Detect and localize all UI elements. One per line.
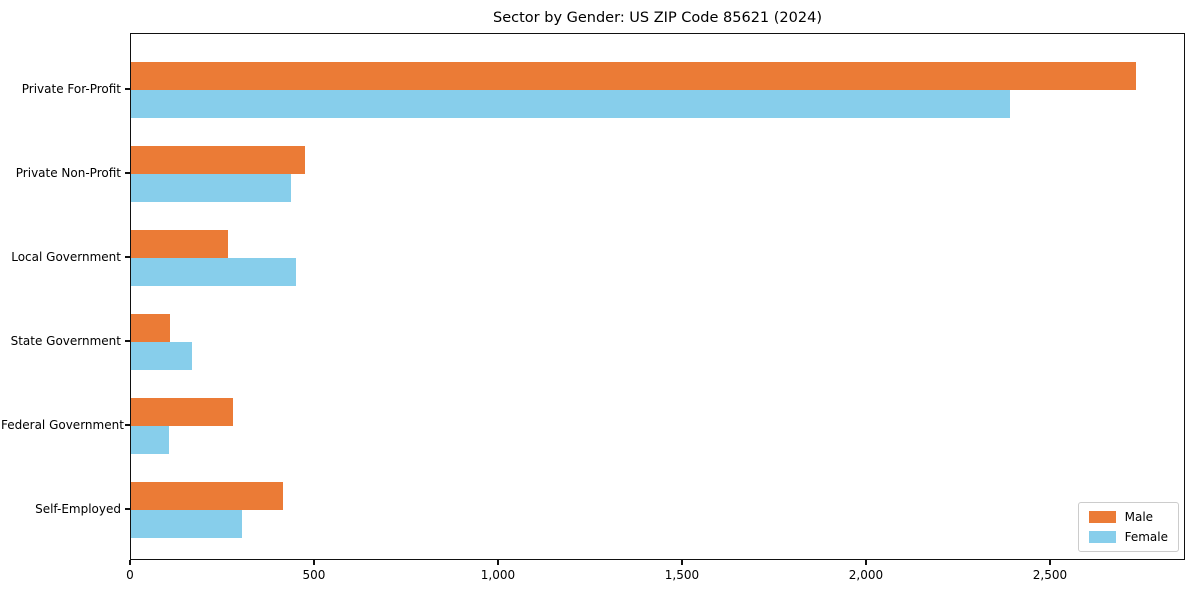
x-tick bbox=[681, 560, 683, 565]
category-label: Federal Government bbox=[1, 418, 124, 432]
x-tick-label: 2,000 bbox=[848, 568, 884, 582]
bar-male-1 bbox=[131, 62, 1136, 90]
bar-female-6 bbox=[131, 510, 243, 538]
x-tick bbox=[1049, 560, 1051, 565]
bar-male-6 bbox=[131, 482, 283, 510]
bar-male-5 bbox=[131, 398, 233, 426]
bar-female-5 bbox=[131, 426, 169, 454]
x-tick-label: 2,500 bbox=[1032, 568, 1068, 582]
legend-label-male: Male bbox=[1124, 510, 1154, 524]
x-tick-label: 0 bbox=[126, 568, 134, 582]
legend-item-female: Female bbox=[1088, 530, 1168, 544]
category-label: Self-Employed bbox=[35, 502, 121, 516]
bar-female-2 bbox=[131, 174, 292, 202]
bar-female-3 bbox=[131, 258, 296, 286]
x-tick-label: 500 bbox=[302, 568, 326, 582]
bar-male-3 bbox=[131, 230, 229, 258]
plot-area: Male Female bbox=[130, 33, 1185, 560]
x-tick bbox=[865, 560, 867, 565]
y-tick bbox=[125, 256, 130, 258]
category-label: Private Non-Profit bbox=[15, 166, 121, 180]
y-tick bbox=[125, 424, 130, 426]
category-label: Private For-Profit bbox=[21, 82, 121, 96]
x-tick bbox=[129, 560, 131, 565]
category-label: State Government bbox=[10, 334, 121, 348]
y-tick bbox=[125, 172, 130, 174]
category-label: Local Government bbox=[11, 250, 121, 264]
x-tick bbox=[313, 560, 315, 565]
y-tick bbox=[125, 340, 130, 342]
x-tick-label: 1,000 bbox=[480, 568, 516, 582]
x-tick bbox=[497, 560, 499, 565]
bar-male-2 bbox=[131, 146, 306, 174]
y-tick bbox=[125, 508, 130, 510]
x-tick-label: 1,500 bbox=[664, 568, 700, 582]
y-tick bbox=[125, 88, 130, 90]
male-swatch-icon bbox=[1088, 511, 1116, 523]
legend-item-male: Male bbox=[1088, 510, 1168, 524]
legend-label-female: Female bbox=[1124, 530, 1168, 544]
legend: Male Female bbox=[1077, 502, 1179, 552]
bar-female-1 bbox=[131, 90, 1011, 118]
bar-male-4 bbox=[131, 314, 170, 342]
female-swatch-icon bbox=[1088, 531, 1116, 543]
bar-female-4 bbox=[131, 342, 193, 370]
chart-title: Sector by Gender: US ZIP Code 85621 (202… bbox=[493, 10, 822, 26]
